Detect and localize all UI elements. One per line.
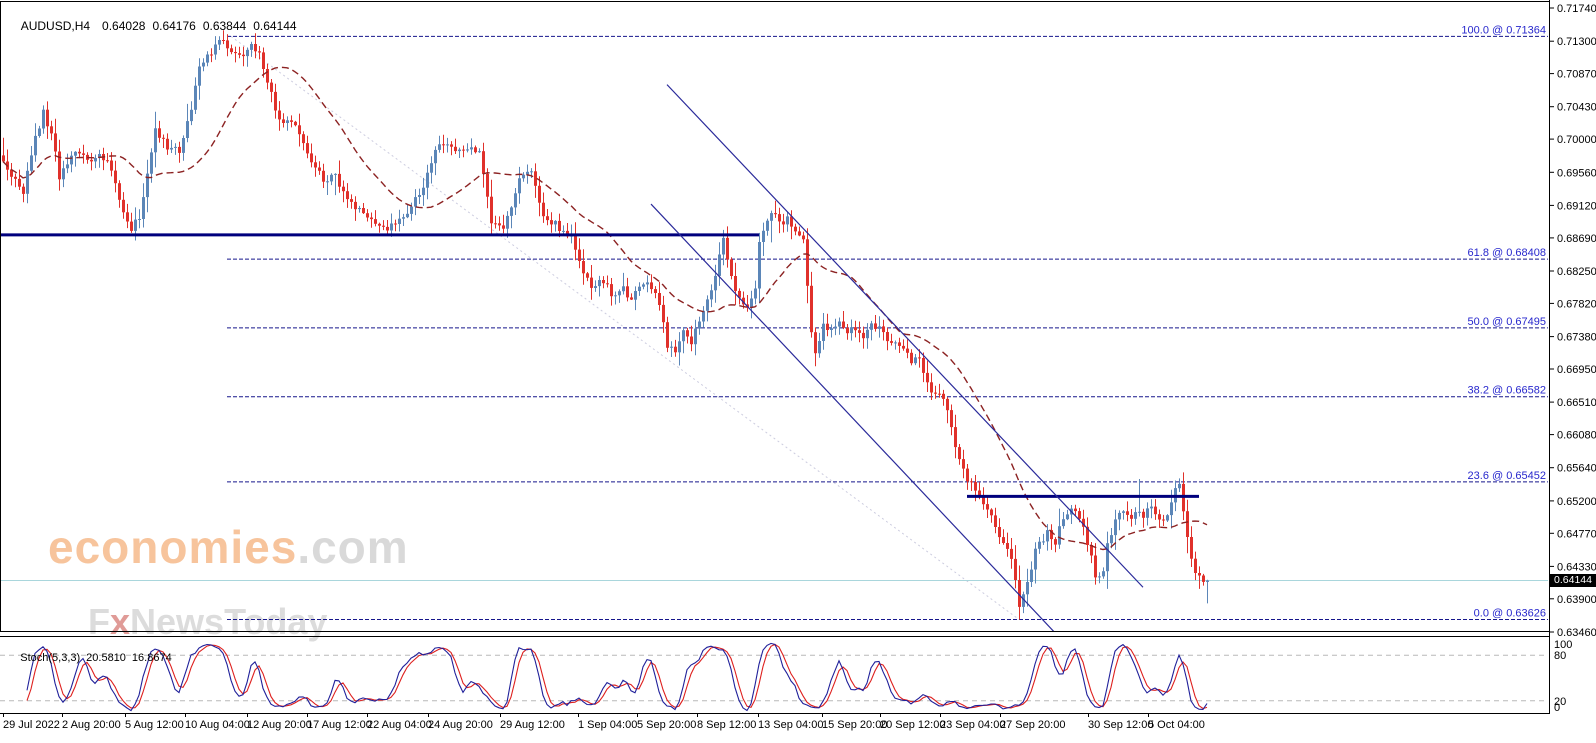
time-axis-label: 15 Sep 20:00: [822, 719, 887, 731]
time-axis-label: 5 Sep 20:00: [637, 719, 696, 731]
stoch-d-value: 16.8674: [131, 652, 172, 664]
fib-level-label: 100.0 @ 0.71364: [1461, 24, 1546, 36]
price-axis-label: 0.68690: [1557, 233, 1596, 245]
time-axis-label: 8 Sep 12:00: [697, 719, 756, 731]
symbol-period-label: AUDUSD,H4: [20, 19, 91, 33]
price-axis-label: 0.68250: [1557, 266, 1596, 278]
time-axis-label: 5 Aug 12:00: [125, 719, 184, 731]
ohlc-close: 0.64144: [253, 19, 297, 33]
price-axis-label: 0.64770: [1557, 528, 1596, 540]
stoch-plot-area[interactable]: [0, 642, 1548, 712]
fib-level-label: 38.2 @ 0.66582: [1468, 385, 1546, 397]
price-axis-label: 0.71740: [1557, 3, 1596, 15]
time-axis-label: 17 Aug 12:00: [307, 719, 372, 731]
stoch-axis-label: 80: [1554, 650, 1566, 662]
time-axis-label: 10 Aug 04:00: [185, 719, 250, 731]
time-axis-label: 1 Sep 04:00: [578, 719, 637, 731]
ohlc-open: 0.64028: [102, 19, 146, 33]
ohlc-low: 0.63844: [202, 19, 247, 33]
watermark-subbrand-line: FxNewsToday: [88, 604, 409, 640]
price-axis-label: 0.70000: [1557, 134, 1596, 146]
stoch-main-line: [26, 642, 1208, 712]
price-axis-label: 0.71300: [1557, 36, 1596, 48]
price-axis-label: 0.69560: [1557, 167, 1596, 179]
fib-level-label: 23.6 @ 0.65452: [1468, 470, 1546, 482]
time-axis-label: 23 Sep 04:00: [940, 719, 1005, 731]
main-plot-area[interactable]: 100.0 @ 0.71364 61.8 @ 0.68408 50.0 @ 0.67…: [0, 24, 1548, 637]
price-axis-label: 0.66080: [1557, 430, 1596, 442]
time-axis-label: 12 Aug 20:00: [247, 719, 312, 731]
stoch-signal-line: [26, 643, 1208, 710]
price-axis-label: 0.66510: [1557, 397, 1596, 409]
ohlc-high: 0.64176: [152, 19, 196, 33]
stoch-axis-label: 20: [1554, 696, 1566, 708]
watermark-brand-line: economies.com: [48, 524, 409, 570]
time-axis-label: 20 Sep 12:00: [880, 719, 945, 731]
price-axis-label: 0.70430: [1557, 102, 1596, 114]
fib-level-label: 50.0 @ 0.67495: [1468, 316, 1546, 328]
fib-level-label: 61.8 @ 0.68408: [1468, 247, 1546, 259]
price-axis-label: 0.66950: [1557, 364, 1596, 376]
price-axis-label: 0.67380: [1557, 332, 1596, 344]
watermark-domain-text: .com: [297, 521, 409, 573]
time-axis-label: 30 Sep 12:00: [1088, 719, 1153, 731]
time-axis-label: 13 Sep 04:00: [758, 719, 823, 731]
time-axis-label: 29 Aug 12:00: [500, 719, 565, 731]
price-axis-label: 0.70870: [1557, 69, 1596, 81]
stoch-axis-label: 0: [1554, 702, 1560, 714]
price-axis-label: 0.63900: [1557, 594, 1596, 606]
candles-layer: [2, 30, 1209, 620]
watermark-x-glyph: x: [110, 601, 131, 642]
current-price-tag: 0.64144: [1550, 574, 1596, 587]
watermark-rest-text: NewsToday: [130, 601, 328, 642]
watermark-f-text: F: [88, 601, 110, 642]
price-axis-label: 0.65640: [1557, 463, 1596, 475]
price-axis-label: 0.65200: [1557, 496, 1596, 508]
time-axis-label: 2 Aug 20:00: [62, 719, 121, 731]
channel-lower-line[interactable]: [650, 203, 1059, 637]
time-axis-label: 24 Aug 20:00: [428, 719, 493, 731]
price-axis-label: 0.63460: [1557, 627, 1596, 639]
stoch-name: Stoch(5,3,3): [20, 652, 81, 664]
price-axis-label: 0.69120: [1557, 200, 1596, 212]
time-axis-label: 29 Jul 2022: [3, 719, 60, 731]
price-axis-label: 0.64330: [1557, 561, 1596, 573]
channel-upper-line[interactable]: [666, 84, 1144, 588]
stoch-axis-label: 100: [1554, 639, 1572, 651]
stoch-indicator-label: Stoch(5,3,3) 20.5810 16.8674: [8, 640, 178, 676]
time-axis-label: 22 Aug 04:00: [367, 719, 432, 731]
chart-title: AUDUSD,H4 0.64028 0.64176 0.63844 0.64144: [8, 5, 297, 47]
time-axis-label: 27 Sep 20:00: [1000, 719, 1065, 731]
watermark: economies.com FxNewsToday: [48, 492, 409, 672]
watermark-brand-text: economies: [48, 521, 298, 573]
time-axis-label: 5 Oct 04:00: [1148, 719, 1205, 731]
stoch-k-value: 20.5810: [86, 652, 126, 664]
fib-level-label: 0.0 @ 0.63626: [1474, 607, 1546, 619]
price-axis-label: 0.67820: [1557, 298, 1596, 310]
